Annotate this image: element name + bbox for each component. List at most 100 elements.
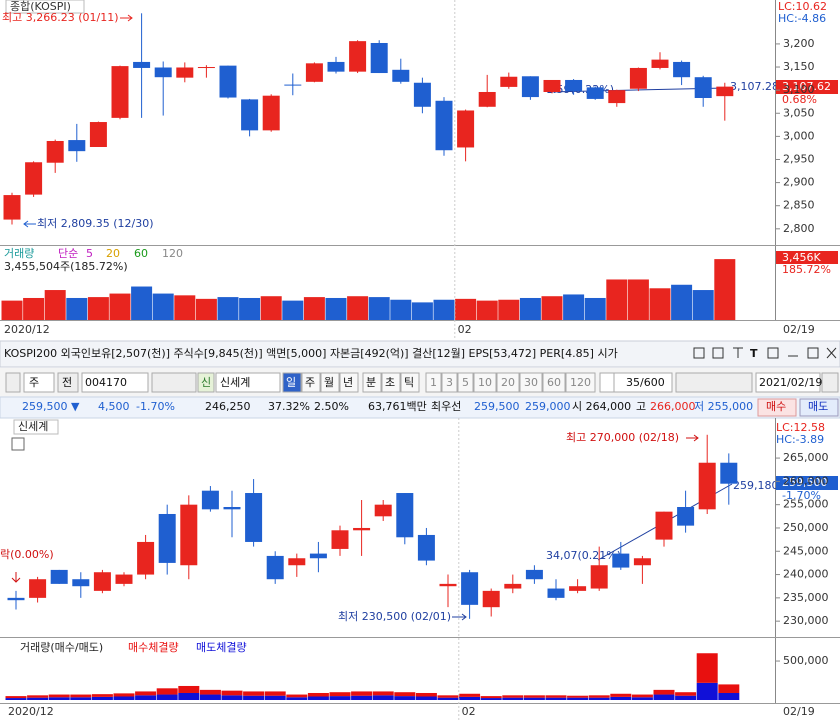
volume-bar (286, 697, 308, 700)
candle-body (353, 527, 371, 531)
volume-bar (523, 697, 545, 700)
open: 시 264,000 (572, 400, 631, 413)
code-input[interactable] (81, 372, 149, 393)
date-input[interactable] (755, 372, 821, 393)
misc-buttons[interactable] (151, 372, 197, 393)
code[interactable]: 004170 (85, 376, 127, 389)
buy-button[interactable] (757, 398, 797, 417)
period-label[interactable]: 월 (324, 376, 334, 389)
period-button[interactable] (320, 372, 340, 393)
interval-button[interactable] (542, 372, 566, 393)
legend-entry: 5 (86, 247, 93, 260)
volume-bar (243, 691, 265, 696)
candle-body (25, 162, 43, 195)
volume-bar (325, 297, 347, 320)
interval-label[interactable]: 60 (547, 376, 561, 389)
interval-button[interactable] (473, 372, 497, 393)
date[interactable]: 2021/02/19 (759, 376, 822, 389)
candle-body (569, 586, 587, 591)
volume-bar (459, 696, 481, 700)
candle-body (176, 67, 194, 78)
candle-body (245, 493, 263, 542)
period-label[interactable]: 분 (366, 376, 376, 389)
icon[interactable] (733, 347, 743, 358)
candle-body (111, 66, 129, 118)
icon[interactable] (712, 347, 724, 359)
volume-bar (113, 696, 135, 700)
volume-bar (156, 688, 178, 695)
interval-button[interactable] (565, 372, 596, 393)
period-label[interactable]: 초 (385, 376, 395, 389)
period-label[interactable]: 주 (305, 376, 315, 389)
interval-button[interactable] (425, 372, 442, 393)
volume-summary: 3,455,504주(185.72%) (4, 260, 128, 273)
period-label[interactable]: 년 (343, 376, 353, 389)
period-label[interactable]: 일 (286, 375, 296, 389)
volume-bar (70, 694, 92, 698)
calc-button[interactable] (5, 372, 21, 393)
interval-button[interactable] (519, 372, 543, 393)
period-button[interactable] (362, 372, 382, 393)
interval-button[interactable] (441, 372, 458, 393)
period-button[interactable] (339, 372, 359, 393)
prev-button[interactable] (57, 372, 79, 393)
candle-body (655, 511, 673, 540)
interval-label[interactable]: 5 (462, 376, 469, 389)
interval-label[interactable]: 120 (570, 376, 591, 389)
period-button[interactable] (301, 372, 321, 393)
period-button[interactable] (282, 372, 302, 393)
candle-body (720, 462, 738, 484)
interval-label[interactable]: 3 (446, 376, 453, 389)
interval-button[interactable] (496, 372, 520, 393)
volume-bar (502, 695, 524, 698)
interval-label[interactable]: 1 (430, 376, 437, 389)
candle-body (89, 122, 107, 147)
buy-label[interactable]: 매수 (766, 400, 786, 413)
volume-box (776, 251, 838, 264)
icon[interactable] (826, 347, 837, 359)
candle-body (3, 195, 21, 220)
candle-body (543, 79, 561, 92)
candle-body (309, 553, 327, 559)
volume-bar (156, 694, 178, 700)
icon[interactable] (807, 347, 819, 359)
candle-body (457, 110, 475, 148)
candle-body (608, 90, 626, 104)
candle-body (154, 67, 172, 78)
volume-bar (692, 290, 714, 320)
icon[interactable] (767, 347, 779, 359)
candle-body (417, 534, 435, 561)
best-ask: 259,500 (474, 400, 520, 413)
volume-bar (631, 694, 653, 698)
volume-bar (480, 698, 502, 700)
date-picker[interactable] (821, 372, 839, 393)
prev-label[interactable]: 전 (62, 376, 72, 389)
icon[interactable]: T (750, 347, 758, 360)
left-note: 락(0.00%) (0, 548, 54, 561)
sell-button[interactable] (799, 398, 839, 417)
grid-icon[interactable] (11, 437, 25, 451)
period-select-label[interactable]: 주 (29, 376, 39, 389)
candle-body (197, 67, 215, 69)
volume-bar (260, 296, 282, 320)
low-note: 최저 230,500 (02/01) (338, 610, 451, 623)
period-button[interactable] (400, 372, 420, 393)
volume-bar (282, 300, 304, 320)
interval-label[interactable]: 30 (524, 376, 538, 389)
legend-entry: 60 (134, 247, 148, 260)
last-price-box (776, 476, 838, 490)
candle-body (133, 61, 151, 68)
icon[interactable] (693, 347, 705, 359)
period-label[interactable]: 틱 (404, 376, 414, 389)
period-select[interactable] (23, 372, 55, 393)
low-note: 최저 2,809.35 (12/30) (37, 217, 154, 230)
interval-label[interactable]: 20 (501, 376, 515, 389)
interval-label[interactable]: 10 (478, 376, 492, 389)
period-button[interactable] (381, 372, 401, 393)
candle-body (500, 76, 518, 87)
volume-bar (243, 695, 265, 700)
tool-icons[interactable] (675, 372, 753, 393)
interval-button[interactable] (457, 372, 474, 393)
sell-label[interactable]: 매도 (808, 400, 828, 413)
